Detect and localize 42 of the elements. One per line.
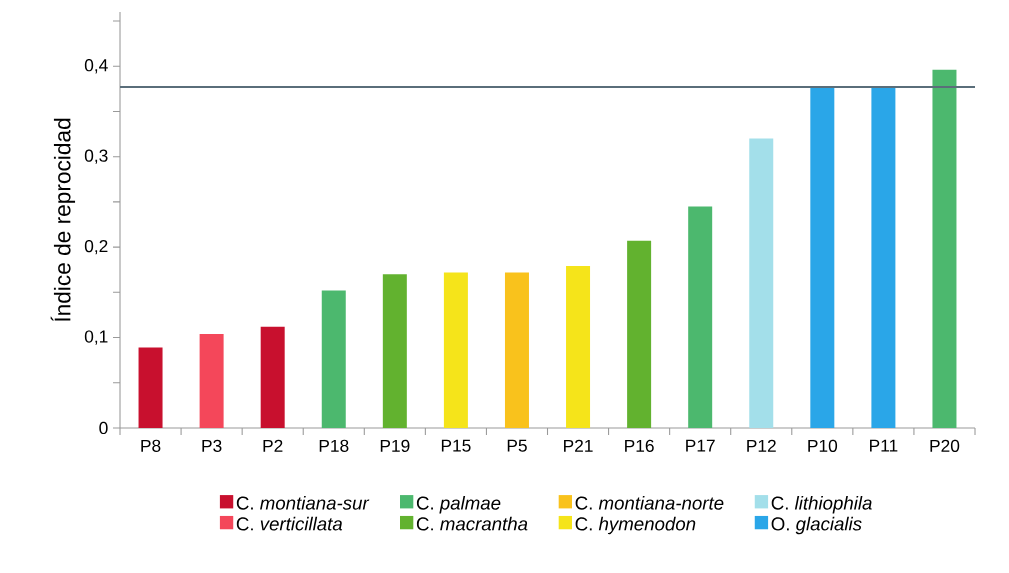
x-tick-label: P12 — [747, 439, 776, 452]
bar — [566, 266, 591, 428]
y-tick-label: 0,2 — [84, 239, 108, 255]
bar — [627, 240, 652, 428]
x-tick-label: P20 — [930, 439, 960, 452]
x-tick-label: P18 — [319, 439, 349, 452]
y-tick-label: 0,1 — [84, 330, 108, 345]
bar — [749, 138, 774, 428]
bar — [443, 272, 468, 428]
x-tick-label: P11 — [870, 439, 898, 452]
x-tick-label: P5 — [507, 439, 527, 452]
bar — [199, 333, 224, 428]
bar — [260, 326, 285, 428]
x-tick-label: P19 — [380, 439, 410, 452]
x-tick-label: P2 — [263, 439, 283, 452]
x-tick-label: P17 — [686, 439, 715, 452]
y-tick-label: 0,3 — [84, 149, 108, 164]
legend-label: O. glacialis — [771, 516, 862, 535]
x-tick-label: P16 — [625, 439, 654, 452]
y-tick-label: 0,4 — [84, 59, 108, 74]
bar — [688, 206, 713, 428]
bar — [138, 347, 163, 428]
legend-label: C. macrantha — [416, 516, 528, 531]
bar — [810, 87, 835, 428]
bar — [321, 290, 346, 428]
x-tick-label: P8 — [141, 439, 161, 452]
x-tick-label: P21 — [564, 439, 593, 452]
bar — [504, 272, 529, 428]
legend-label: C. hymenodon — [575, 516, 696, 535]
legend-label: C. montiana-norte — [575, 495, 724, 510]
x-tick-label: P10 — [808, 439, 838, 452]
y-tick-label: 0 — [99, 421, 108, 435]
x-tick-label: P15 — [441, 439, 471, 452]
bar — [382, 274, 407, 428]
legend-label: C. palmae — [416, 495, 501, 514]
bar — [871, 87, 896, 428]
x-tick-label: P3 — [202, 439, 222, 452]
legend-label: C. lithiophila — [771, 495, 872, 514]
bar — [932, 69, 957, 428]
legend-label: C. montiana-sur — [236, 495, 370, 510]
y-axis-title: Índice de reprocidad — [50, 118, 76, 322]
legend-label: C. verticillata — [236, 516, 343, 531]
